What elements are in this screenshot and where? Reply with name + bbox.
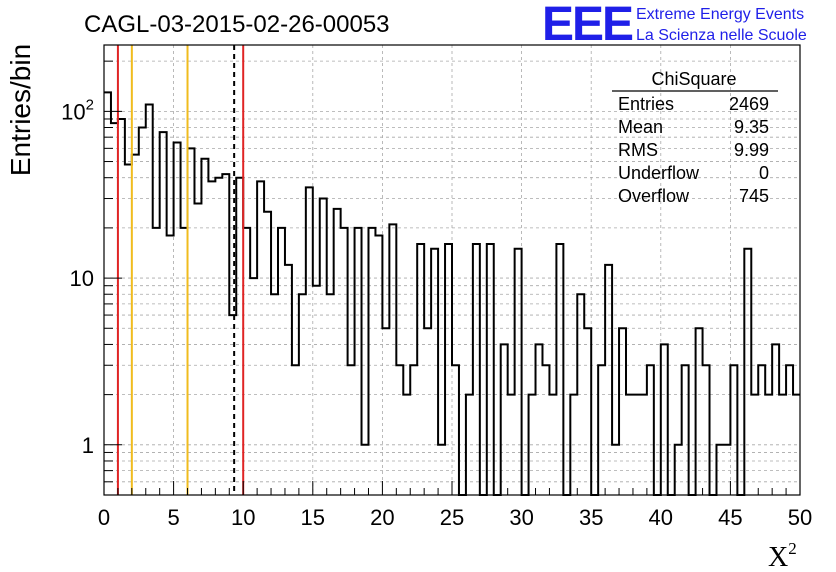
y-axis-label: Entries/bin: [5, 44, 36, 176]
x-tick-label: 25: [440, 505, 464, 530]
stats-row-value: 2469: [729, 94, 769, 114]
stats-row-label: RMS: [618, 140, 658, 160]
reference-lines: [116, 45, 245, 495]
chart-title: CAGL-03-2015-02-26-00053: [84, 11, 390, 38]
stats-box: ChiSquare Entries 2469 Mean 9.35 RMS 9.99 Unde…: [612, 69, 778, 206]
x-axis-label: X2: [768, 539, 797, 572]
x-tick-label: 45: [718, 505, 742, 530]
y-tick-label: 102: [61, 96, 94, 124]
axis-ticks: 0 5 10 15 20 25 30 35 40 45 50 1 10 102: [61, 60, 812, 530]
x-tick-label: 20: [370, 505, 394, 530]
eee-logo-line1: Extreme Energy Events: [636, 6, 804, 23]
x-tick-label: 40: [649, 505, 673, 530]
x-axis-label-superscript: 2: [788, 539, 797, 558]
x-tick-label: 10: [231, 505, 255, 530]
stats-row-value: 745: [739, 186, 769, 206]
y-tick-label: 10: [70, 266, 94, 291]
stats-row-value: 0: [759, 163, 769, 183]
stats-row-label: Overflow: [618, 186, 690, 206]
x-tick-label: 15: [301, 505, 325, 530]
stats-row-label: Entries: [618, 94, 674, 114]
eee-logo: EEE Extreme Energy Events La Scienza nel…: [542, 0, 807, 51]
eee-logo-mark: EEE: [542, 0, 633, 51]
histogram-bars: [104, 91, 800, 496]
y-tick-label: 1: [82, 433, 94, 458]
x-tick-label: 30: [509, 505, 533, 530]
stats-row-label: Underflow: [618, 163, 700, 183]
x-tick-label: 5: [167, 505, 179, 530]
stats-rows: Entries 2469 Mean 9.35 RMS 9.99 Underflow 0 Over…: [618, 94, 769, 206]
x-tick-label: 35: [579, 505, 603, 530]
stats-title: ChiSquare: [651, 69, 736, 89]
x-axis-label-base: X: [768, 542, 788, 572]
histogram-outline: [104, 91, 800, 496]
stats-row-value: 9.35: [734, 117, 769, 137]
eee-logo-line2: La Scienza nelle Scuole: [636, 27, 807, 44]
stats-row-label: Mean: [618, 117, 663, 137]
x-tick-label: 0: [98, 505, 110, 530]
x-tick-label: 50: [788, 505, 812, 530]
stats-row-value: 9.99: [734, 140, 769, 160]
